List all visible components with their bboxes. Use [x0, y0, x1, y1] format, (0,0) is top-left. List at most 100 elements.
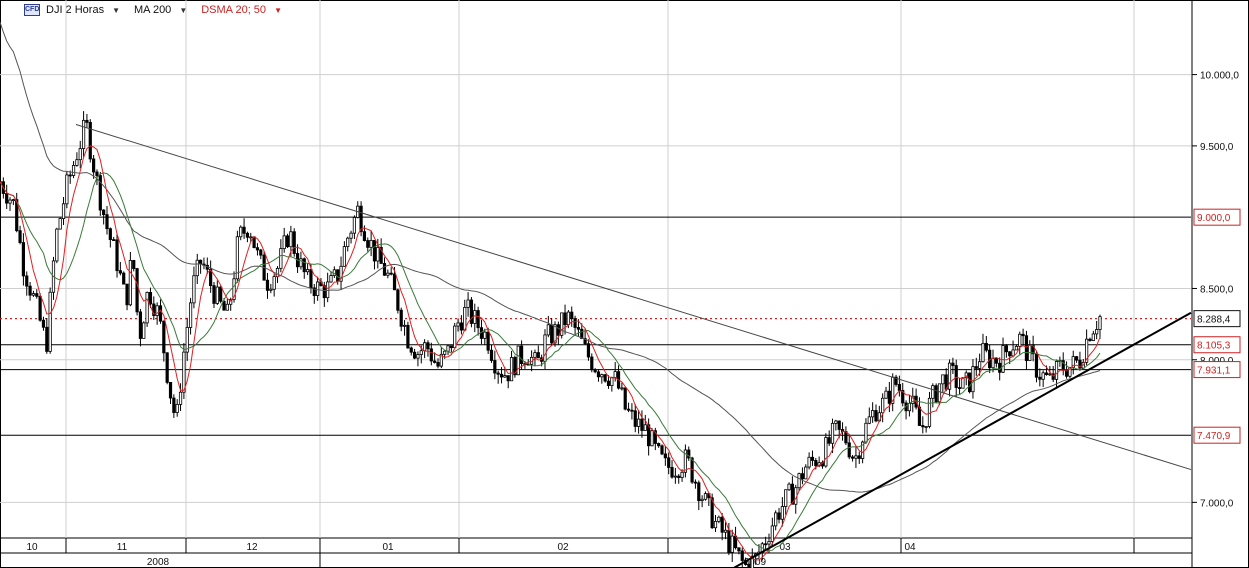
candle-body: [901, 390, 905, 404]
candle-body: [372, 239, 377, 262]
candle-body: [5, 193, 9, 204]
candle-body: [703, 493, 708, 500]
candle-body: [717, 516, 721, 522]
candle-body: [339, 265, 343, 282]
candle-body: [406, 324, 410, 349]
candle-body: [155, 305, 159, 316]
candle-body: [272, 276, 276, 290]
candle-body: [239, 226, 243, 238]
candle-body: [633, 410, 637, 427]
candle-body: [560, 312, 564, 336]
candle-body: [436, 362, 440, 367]
candle-body: [31, 293, 36, 296]
candle-body: [586, 343, 591, 358]
candle-body: [1048, 373, 1052, 376]
y-tick-label: 8.500,0: [1200, 284, 1234, 295]
candle-body: [874, 410, 878, 422]
candle-body: [596, 371, 601, 378]
indicator-ma-label[interactable]: MA 200: [134, 4, 172, 16]
candle-body: [369, 239, 373, 248]
chevron-down-icon[interactable]: ▼: [179, 5, 188, 15]
candle-body: [777, 512, 781, 520]
candle-body: [105, 214, 109, 230]
candle-body: [1068, 366, 1072, 377]
chevron-down-icon[interactable]: ▼: [274, 5, 282, 15]
instrument-label[interactable]: DJI 2 Horas: [46, 4, 105, 16]
candle-body: [723, 529, 728, 533]
candle-body: [623, 387, 627, 410]
candle-body: [1014, 345, 1019, 351]
candle-body: [366, 240, 370, 248]
candle-body: [329, 275, 333, 283]
candle-body: [379, 247, 383, 264]
candle-body: [302, 258, 306, 273]
dsma20-line: [0, 145, 1101, 561]
candle-body: [259, 249, 263, 256]
indicator-dsma-label[interactable]: DSMA 20; 50: [201, 4, 267, 16]
candle-body: [1018, 333, 1022, 347]
candle-body: [937, 383, 942, 403]
candle-body: [730, 535, 734, 553]
candle-body: [185, 327, 189, 353]
candle-body: [620, 387, 624, 390]
month-label: 01: [382, 542, 394, 553]
candle-body: [55, 228, 59, 262]
candle-body: [951, 362, 955, 366]
chevron-down-icon[interactable]: ▼: [112, 5, 120, 15]
candle-body: [867, 416, 871, 424]
candle-body: [312, 287, 316, 296]
candle-body: [279, 248, 283, 269]
candle-body: [850, 456, 855, 459]
month-label: 04: [904, 542, 916, 553]
candle-body: [95, 171, 99, 176]
resistance-trendline[interactable]: [75, 124, 1192, 471]
candle-body: [172, 397, 176, 413]
level-price-label: 7.470,9: [1197, 431, 1231, 442]
candle-body: [847, 442, 851, 458]
candle-body: [476, 310, 480, 329]
candle-body: [884, 390, 888, 399]
candle-body: [459, 322, 463, 331]
candle-body: [673, 475, 677, 478]
candles-group: [0, 111, 1102, 568]
candle-body: [469, 299, 474, 324]
candle-body: [41, 319, 46, 328]
candle-body: [857, 455, 861, 459]
candle-body: [1098, 316, 1102, 330]
candle-body: [606, 380, 611, 386]
candle-body: [807, 456, 811, 468]
candle-body: [894, 376, 898, 385]
candle-body: [346, 237, 350, 247]
candle-body: [282, 235, 286, 250]
candle-body: [553, 324, 557, 344]
candle-body: [506, 375, 510, 382]
candle-body: [409, 347, 413, 353]
level-price-label: 8.105,3: [1197, 341, 1231, 352]
candle-body: [145, 291, 149, 324]
support-trendline[interactable]: [698, 311, 1192, 568]
candle-body: [613, 371, 617, 378]
candle-body: [245, 232, 250, 238]
candle-body: [499, 373, 504, 378]
candle-body: [162, 320, 166, 354]
candle-body: [546, 324, 550, 336]
candle-body: [178, 391, 183, 405]
candle-body: [994, 358, 998, 364]
candle-body: [122, 272, 126, 285]
candle-body: [58, 218, 62, 230]
level-price-label: 9.000,0: [1197, 213, 1231, 224]
candle-body: [362, 231, 367, 241]
candle-body: [566, 311, 570, 326]
candle-body: [249, 236, 253, 239]
candle-body: [423, 342, 427, 352]
candle-body: [195, 259, 199, 277]
candle-body: [647, 424, 651, 447]
candle-body: [349, 232, 353, 239]
candle-body: [917, 406, 922, 426]
candle-body: [1024, 335, 1029, 361]
candle-body: [142, 322, 146, 339]
candle-body: [787, 483, 791, 491]
candle-body: [543, 334, 547, 362]
